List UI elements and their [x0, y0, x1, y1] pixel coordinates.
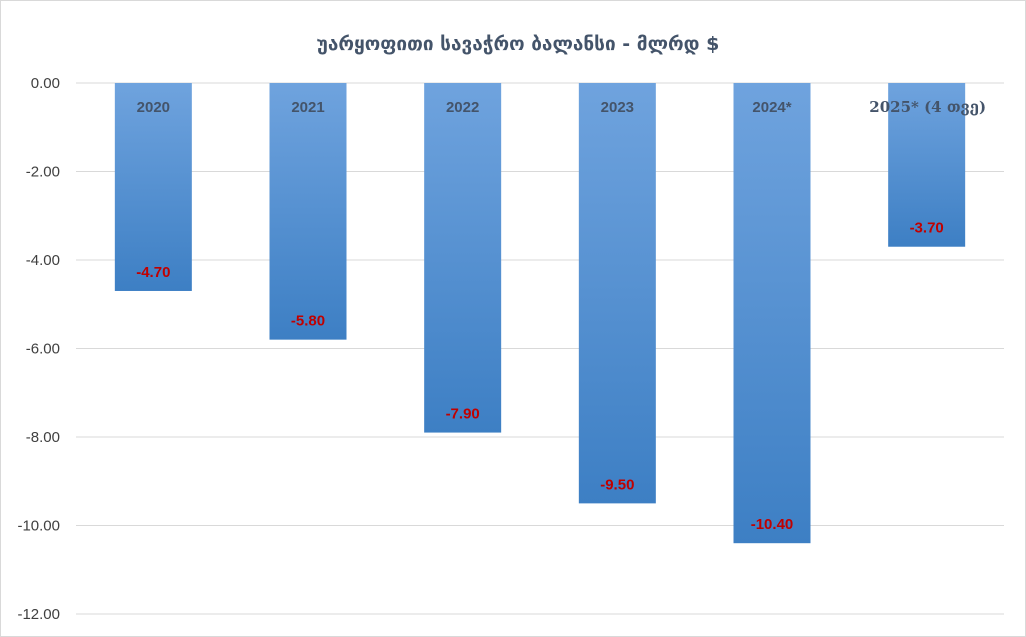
y-tick-label: -8.00 — [26, 429, 60, 446]
y-axis-ticks: 0.00 -2.00 -4.00 -6.00 -8.00 -10.00 -12.00 — [17, 75, 60, 623]
category-labels: 2020 2021 2022 2023 2024* 2025* (4 თვე) — [137, 98, 986, 116]
category-label: 2024* — [752, 99, 791, 116]
data-label: -5.80 — [291, 313, 325, 330]
y-tick-label: -4.00 — [26, 252, 60, 269]
bar — [269, 83, 347, 340]
category-label: 2023 — [601, 99, 634, 116]
bar — [114, 83, 192, 291]
bars — [114, 83, 966, 544]
y-tick-label: -6.00 — [26, 341, 60, 358]
data-label: -3.70 — [910, 220, 944, 237]
chart-title: უარყოფითი სავაჭრო ბალანსი - მლრდ $ — [317, 33, 720, 55]
category-label: 2025* (4 თვე) — [869, 98, 986, 116]
data-labels: -4.70 -5.80 -7.90 -9.50 -10.40 -3.70 — [136, 220, 944, 533]
category-label: 2021 — [291, 99, 324, 116]
bar — [424, 83, 502, 433]
data-label: -7.90 — [446, 406, 480, 423]
gridlines — [76, 82, 1004, 615]
bar — [888, 83, 966, 247]
y-tick-label: 0.00 — [31, 75, 60, 92]
y-tick-label: -12.00 — [17, 606, 60, 623]
bar — [733, 83, 811, 544]
data-label: -4.70 — [136, 264, 170, 281]
y-tick-label: -10.00 — [17, 518, 60, 535]
bar — [578, 83, 656, 504]
data-label: -10.40 — [751, 516, 794, 533]
data-label: -9.50 — [600, 476, 634, 493]
category-label: 2020 — [137, 99, 170, 116]
category-label: 2022 — [446, 99, 479, 116]
y-tick-label: -2.00 — [26, 164, 60, 181]
